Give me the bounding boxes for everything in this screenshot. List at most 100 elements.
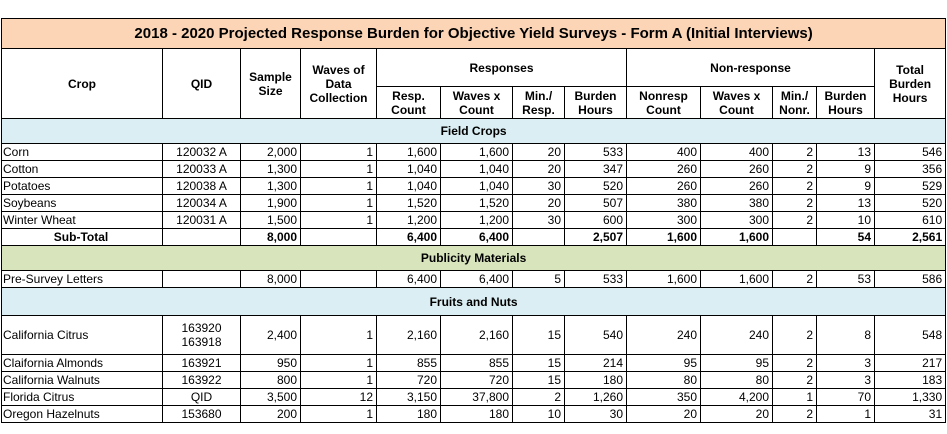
cell: 120034 A bbox=[162, 194, 241, 212]
cell: 1,600 bbox=[700, 270, 773, 288]
cell: 1,300 bbox=[240, 177, 301, 195]
cell: 2 bbox=[772, 194, 817, 212]
cell: 8 bbox=[816, 315, 875, 355]
cell: 520 bbox=[564, 177, 627, 195]
cell: 183 bbox=[873, 371, 947, 389]
cell: 2 bbox=[772, 160, 817, 178]
cell: 1 bbox=[772, 388, 817, 406]
cell: 356 bbox=[873, 160, 947, 178]
empty-cell bbox=[772, 228, 817, 246]
cell: 30 bbox=[564, 405, 627, 423]
section-row: Field Crops bbox=[0, 118, 947, 144]
sub-header: Nonresp Count bbox=[626, 86, 701, 119]
cell: 30 bbox=[512, 177, 565, 195]
cell: 2 bbox=[772, 177, 817, 195]
cell: 1,260 bbox=[564, 388, 627, 406]
cell: 9 bbox=[816, 160, 875, 178]
cell: 2,160 bbox=[376, 315, 441, 355]
cell: Pre-Survey Letters bbox=[1, 270, 163, 288]
data-row: Sub-Total 8,000 6,400 6,400 2,507 1,600 1,600 5… bbox=[1, 228, 947, 246]
section-label: Publicity Materials bbox=[0, 245, 947, 271]
cell: 2,160 bbox=[440, 315, 513, 355]
section-label: Field Crops bbox=[0, 118, 947, 144]
cell: California Citrus bbox=[1, 315, 163, 355]
cell: 3,150 bbox=[376, 388, 441, 406]
cell: 2,000 bbox=[240, 143, 301, 161]
cell: 1,600 bbox=[626, 270, 701, 288]
cell: 300 bbox=[626, 211, 701, 229]
cell: 240 bbox=[700, 315, 773, 355]
cell: 1 bbox=[300, 354, 377, 372]
sub-header: Waves x Count bbox=[700, 86, 773, 119]
cell: 163921 bbox=[162, 354, 241, 372]
cell: 8,000 bbox=[240, 270, 301, 288]
header-nonresponse: Non-response bbox=[626, 48, 875, 87]
cell: 1 bbox=[300, 211, 377, 229]
cell: 70 bbox=[816, 388, 875, 406]
cell: 533 bbox=[564, 143, 627, 161]
cell: 1,600 bbox=[440, 143, 513, 161]
header-sample-size: Sample Size bbox=[240, 48, 301, 119]
cell: 37,800 bbox=[440, 388, 513, 406]
cell: 15 bbox=[512, 354, 565, 372]
cell: 3 bbox=[816, 371, 875, 389]
cell: 15 bbox=[512, 315, 565, 355]
cell: 1 bbox=[300, 194, 377, 212]
cell: 53 bbox=[816, 270, 875, 288]
header-total: Total Burden Hours bbox=[873, 48, 947, 119]
cell: Soybeans bbox=[1, 194, 163, 212]
cell: 380 bbox=[700, 194, 773, 212]
cell: 13 bbox=[816, 194, 875, 212]
data-row: Claifornia Almonds 163921 950 1 855 855 15 214 9… bbox=[1, 354, 947, 372]
cell: Florida Citrus bbox=[1, 388, 163, 406]
cell: 586 bbox=[873, 270, 947, 288]
cell: Potatoes bbox=[1, 177, 163, 195]
data-row: Pre-Survey Letters 8,000 6,400 6,400 5 533 1,6… bbox=[1, 270, 947, 288]
cell: 350 bbox=[626, 388, 701, 406]
cell: 30 bbox=[512, 211, 565, 229]
table-title: 2018 - 2020 Projected Response Burden fo… bbox=[0, 18, 947, 49]
cell: 15 bbox=[512, 371, 565, 389]
empty-cell bbox=[300, 270, 377, 288]
section-row: Fruits and Nuts bbox=[0, 287, 947, 316]
cell: 2 bbox=[772, 371, 817, 389]
cell: 260 bbox=[700, 160, 773, 178]
cell: 720 bbox=[376, 371, 441, 389]
data-row: Cotton 120033 A 1,300 1 1,040 1,040 20 347 260 26… bbox=[1, 160, 947, 178]
cell: 80 bbox=[700, 371, 773, 389]
cell: 1 bbox=[300, 143, 377, 161]
cell: 1,200 bbox=[440, 211, 513, 229]
data-row: Potatoes 120038 A 1,300 1 1,040 1,040 30 520 260… bbox=[1, 177, 947, 195]
cell: Sub-Total bbox=[1, 228, 163, 246]
cell: 2 bbox=[512, 388, 565, 406]
cell: California Walnuts bbox=[1, 371, 163, 389]
cell: Winter Wheat bbox=[1, 211, 163, 229]
cell: 120038 A bbox=[162, 177, 241, 195]
cell: 2,507 bbox=[564, 228, 627, 246]
cell: 214 bbox=[564, 354, 627, 372]
cell: 1 bbox=[300, 177, 377, 195]
cell: 1,500 bbox=[240, 211, 301, 229]
data-row: Oregon Hazelnuts 153680 200 1 180 180 10 30 20 20… bbox=[1, 405, 947, 423]
cell: 20 bbox=[626, 405, 701, 423]
burden-table: 2018 - 2020 Projected Response Burden fo… bbox=[0, 18, 947, 423]
table-wrap: 2018 - 2020 Projected Response Burden fo… bbox=[0, 18, 947, 423]
cell: 529 bbox=[873, 177, 947, 195]
cell: 380 bbox=[626, 194, 701, 212]
cell: 2 bbox=[772, 211, 817, 229]
cell: 20 bbox=[512, 160, 565, 178]
cell: 217 bbox=[873, 354, 947, 372]
cell: 1,040 bbox=[376, 160, 441, 178]
data-row: California Citrus 163920 163918 2,400 1 2,160… bbox=[1, 315, 947, 355]
cell: 240 bbox=[626, 315, 701, 355]
cell: 1 bbox=[816, 405, 875, 423]
empty-cell bbox=[512, 228, 565, 246]
cell: 1 bbox=[300, 160, 377, 178]
cell: 31 bbox=[873, 405, 947, 423]
cell-line: 163920 bbox=[181, 321, 222, 335]
data-row: Corn 120032 A 2,000 1 1,600 1,600 20 533 400 400 2… bbox=[1, 143, 947, 161]
cell: 507 bbox=[564, 194, 627, 212]
sub-header: Min./ Nonr. bbox=[772, 86, 817, 119]
cell: 533 bbox=[564, 270, 627, 288]
cell: 95 bbox=[700, 354, 773, 372]
